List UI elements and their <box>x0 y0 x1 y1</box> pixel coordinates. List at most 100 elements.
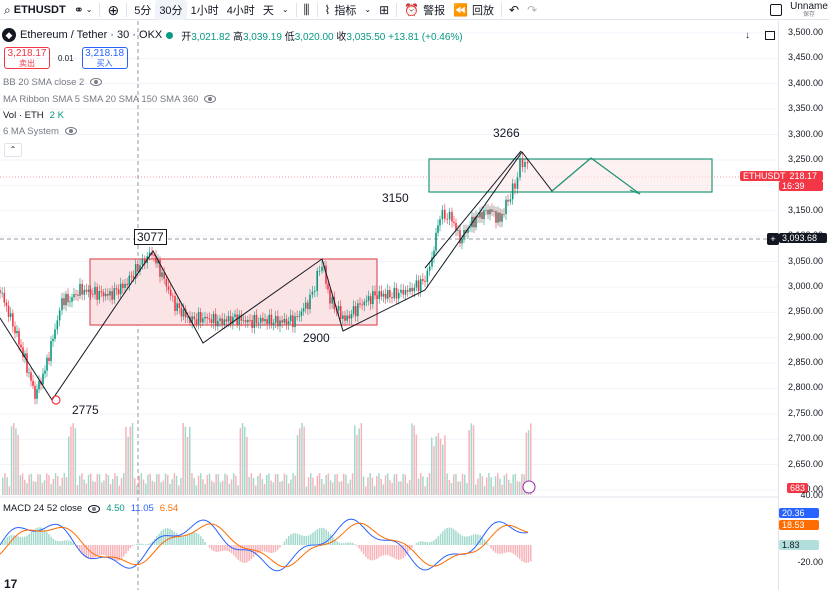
candle-body <box>48 357 50 361</box>
candle-body <box>79 283 81 296</box>
redo-button[interactable]: ↷ <box>523 0 541 20</box>
symbol-search[interactable]: ⌕ ETHUSDT <box>0 0 70 20</box>
macd-histogram-bar <box>525 545 528 563</box>
candle-body <box>52 338 54 342</box>
volume-bar <box>158 474 160 495</box>
replay-button[interactable]: ⏪ 回放 <box>449 0 498 20</box>
candle-body <box>139 265 141 272</box>
user-menu[interactable]: Unname 保存 <box>789 0 829 20</box>
volume-bar <box>279 481 281 495</box>
candle-body <box>475 216 477 228</box>
candle-body <box>100 291 103 293</box>
macd-histogram-bar <box>6 537 8 545</box>
scroll-down-button[interactable]: ↓ <box>745 30 750 41</box>
volume-bar <box>466 482 468 495</box>
volume-bar <box>305 486 308 495</box>
volume-bar <box>395 473 398 495</box>
candle-body <box>509 199 512 202</box>
interval-1h[interactable]: 1小时 <box>190 4 219 17</box>
indicators-button[interactable]: ⌇ 指标 <box>321 0 361 20</box>
macd-histogram-bar <box>411 545 413 548</box>
volume-bar <box>17 434 19 495</box>
volume-bar <box>41 482 44 495</box>
maximize-pane-button[interactable] <box>765 31 775 40</box>
candle-body <box>307 302 309 310</box>
macd-histogram-bar <box>246 545 248 563</box>
macd-histogram-bar <box>125 545 127 554</box>
add-alert-icon[interactable]: + <box>767 233 779 245</box>
layout-toggle-button[interactable] <box>766 0 786 20</box>
price-chart[interactable] <box>0 21 778 590</box>
macd-histogram-bar <box>483 539 486 545</box>
price-axis[interactable]: 3,500.00 3,450.00 3,400.00 3,350.00 3,300.00… <box>778 21 829 590</box>
volume-bar <box>384 475 387 495</box>
ethereum-icon: ◆ <box>2 28 16 42</box>
price-tick: 2,800.00 <box>787 382 823 393</box>
macd-label: MACD 24 52 close <box>3 503 83 514</box>
candle-body <box>493 210 495 212</box>
volume-bar <box>371 477 374 495</box>
candle-body <box>144 259 146 264</box>
eye-hidden-icon[interactable] <box>90 78 103 86</box>
indicator-ma-ribbon[interactable]: MA Ribbon SMA 5 SMA 20 SMA 150 SMA 360 <box>3 92 217 106</box>
buy-sell-panel: 3,218.17 卖出 0.01 3,218.18 买入 <box>4 47 128 69</box>
volume-bar <box>417 478 420 495</box>
layouts-button[interactable]: ⊞ <box>375 0 393 20</box>
macd-histogram-bar <box>514 545 517 556</box>
indicator-bb[interactable]: BB 20 SMA close 2 <box>3 75 103 89</box>
macd-histogram-bar <box>178 534 180 545</box>
macd-histogram-bar <box>448 527 451 545</box>
indicator-ma-system[interactable]: 6 MA System <box>3 124 77 138</box>
volume-bar <box>512 474 514 495</box>
sell-button[interactable]: 3,218.17 卖出 <box>4 47 50 69</box>
compare-button[interactable]: ⚭ ⌄ <box>70 0 97 20</box>
eye-hidden-icon[interactable] <box>204 95 217 103</box>
alert-button[interactable]: ⏰ 警报 <box>400 0 449 20</box>
macd-histogram-bar <box>362 545 365 555</box>
chart-type-button[interactable]: ⫼ <box>300 0 314 20</box>
volume-bar <box>65 477 68 495</box>
candle-body <box>206 316 208 319</box>
macd-histogram-bar <box>373 545 376 560</box>
volume-bar <box>413 425 415 495</box>
volume-bar <box>178 485 180 495</box>
macd-histogram-bar <box>186 534 189 545</box>
volume-bar <box>235 475 237 495</box>
candle-body <box>279 320 281 327</box>
volume-bar <box>497 473 499 495</box>
chart-pane[interactable] <box>0 21 778 590</box>
interval-5m[interactable]: 5分 <box>134 4 152 17</box>
interval-dropdown[interactable]: ⌄ <box>278 0 293 20</box>
volume-bar <box>281 480 283 495</box>
volume-bar <box>415 434 418 495</box>
volume-bar <box>327 473 330 495</box>
macd-histogram-bar <box>365 545 367 557</box>
candle-body <box>227 316 230 322</box>
interval-1d[interactable]: 天 <box>262 4 274 17</box>
undo-button[interactable]: ↶ <box>505 0 523 20</box>
candle-body <box>30 372 32 381</box>
volume-bar <box>411 423 413 495</box>
candle-body <box>151 252 153 256</box>
indicator-volume[interactable]: Vol · ETH 2 K <box>3 109 64 121</box>
buy-button[interactable]: 3,218.18 买入 <box>81 47 128 69</box>
volume-bar <box>347 483 349 495</box>
macd-histogram-bar <box>296 533 299 545</box>
candle-body <box>165 278 168 287</box>
macd-histogram-bar <box>169 528 171 545</box>
user-name: Unname <box>790 0 828 12</box>
indicator-templates-button[interactable]: ⌄ <box>360 0 375 20</box>
candle-body <box>7 305 10 317</box>
eye-icon[interactable] <box>88 505 101 513</box>
interval-4h[interactable]: 4小时 <box>226 4 255 17</box>
macd-histogram-bar <box>358 545 360 549</box>
candle-body <box>499 212 501 222</box>
candle-body <box>325 265 327 284</box>
volume-bar <box>525 432 528 495</box>
eye-hidden-icon[interactable] <box>64 127 77 135</box>
volume-bar <box>259 473 261 495</box>
collapse-legend-button[interactable]: ⌃ <box>4 143 22 157</box>
interval-30m[interactable]: 30分 <box>155 0 187 20</box>
add-symbol-button[interactable]: ⊕ <box>103 0 123 20</box>
volume-bar <box>261 479 264 495</box>
